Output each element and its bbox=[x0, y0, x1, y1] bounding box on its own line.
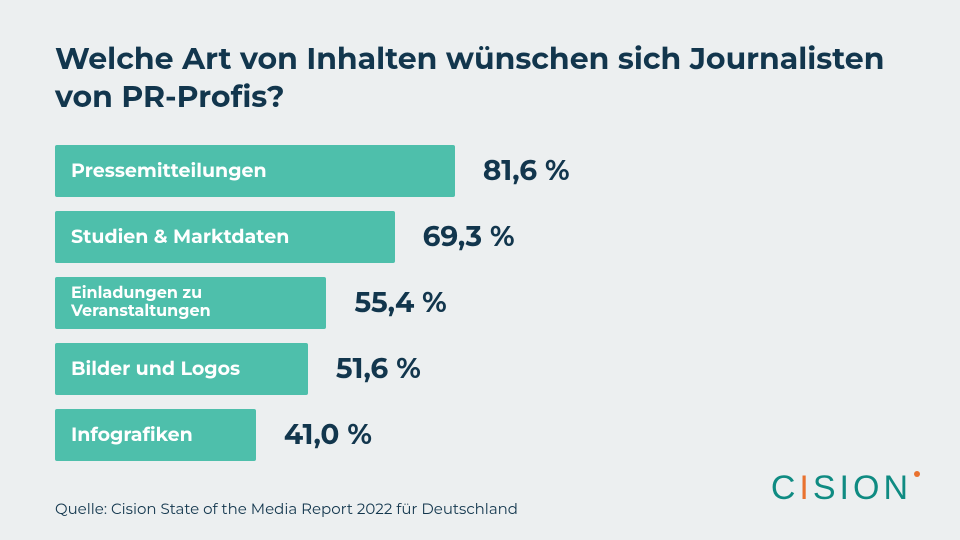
logo-dot-icon bbox=[914, 471, 920, 477]
cision-logo: CISION bbox=[771, 469, 920, 508]
bar-row: Einladungen zuVeranstaltungen 55,4 % bbox=[55, 277, 905, 329]
bar-row: Infografiken 41,0 % bbox=[55, 409, 905, 461]
bar-row: Bilder und Logos 51,6 % bbox=[55, 343, 905, 395]
bar-row: Pressemitteilungen 81,6 % bbox=[55, 145, 905, 197]
bar: Pressemitteilungen bbox=[55, 145, 455, 197]
bar-label: Studien & Marktdaten bbox=[71, 226, 289, 248]
bar: Studien & Marktdaten bbox=[55, 211, 395, 263]
bar-value: 51,6 % bbox=[336, 352, 421, 386]
infographic-canvas: Welche Art von Inhalten wünschen sich Jo… bbox=[0, 0, 960, 540]
bar-label: Infografiken bbox=[71, 424, 193, 446]
bar-label: Einladungen zuVeranstaltungen bbox=[71, 285, 211, 322]
bar-value: 81,6 % bbox=[483, 154, 570, 188]
bar: Infografiken bbox=[55, 409, 256, 461]
source-citation: Quelle: Cision State of the Media Report… bbox=[55, 499, 518, 518]
bar-row: Studien & Marktdaten 69,3 % bbox=[55, 211, 905, 263]
chart-title: Welche Art von Inhalten wünschen sich Jo… bbox=[55, 40, 905, 115]
logo-text: CISION bbox=[771, 469, 912, 508]
bar-chart: Pressemitteilungen 81,6 % Studien & Marktd… bbox=[55, 145, 905, 461]
bar-label: Pressemitteilungen bbox=[71, 160, 267, 182]
bar: Bilder und Logos bbox=[55, 343, 308, 395]
bar-value: 55,4 % bbox=[354, 286, 446, 320]
bar-value: 69,3 % bbox=[423, 220, 515, 254]
bar-value: 41,0 % bbox=[284, 418, 372, 452]
bar: Einladungen zuVeranstaltungen bbox=[55, 277, 326, 329]
bar-label: Bilder und Logos bbox=[71, 358, 240, 380]
